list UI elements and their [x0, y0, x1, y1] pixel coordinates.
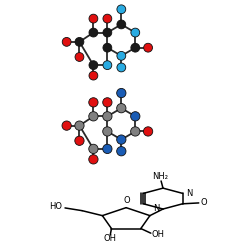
Circle shape: [131, 43, 140, 52]
Circle shape: [89, 14, 98, 23]
Text: OH: OH: [151, 230, 164, 239]
Circle shape: [144, 127, 153, 136]
Circle shape: [103, 127, 112, 136]
Text: O: O: [201, 198, 207, 207]
Circle shape: [131, 127, 140, 136]
Circle shape: [103, 43, 112, 52]
Circle shape: [75, 38, 84, 46]
Circle shape: [89, 98, 98, 107]
Circle shape: [89, 71, 98, 80]
Circle shape: [144, 43, 153, 52]
Circle shape: [117, 104, 126, 113]
Circle shape: [75, 52, 84, 62]
Text: O: O: [123, 196, 130, 205]
Text: N: N: [186, 189, 193, 198]
Circle shape: [117, 52, 126, 60]
Circle shape: [131, 28, 140, 37]
Circle shape: [89, 61, 98, 70]
Circle shape: [117, 63, 126, 72]
Circle shape: [75, 121, 84, 130]
Text: HO: HO: [50, 202, 62, 211]
Circle shape: [103, 61, 112, 70]
Circle shape: [103, 98, 112, 107]
Circle shape: [103, 14, 112, 23]
Circle shape: [117, 135, 126, 144]
Circle shape: [117, 146, 126, 156]
Circle shape: [117, 20, 126, 29]
Circle shape: [89, 144, 98, 154]
Circle shape: [75, 136, 84, 145]
Text: OH: OH: [104, 234, 117, 243]
Circle shape: [89, 155, 98, 164]
Circle shape: [62, 38, 71, 46]
Circle shape: [103, 28, 112, 37]
Circle shape: [89, 112, 98, 121]
Circle shape: [103, 144, 112, 154]
Circle shape: [131, 112, 140, 121]
Circle shape: [117, 5, 126, 14]
Circle shape: [89, 28, 98, 37]
Circle shape: [103, 112, 112, 121]
Circle shape: [117, 88, 126, 98]
Text: N: N: [153, 204, 159, 213]
Text: NH₂: NH₂: [152, 172, 168, 181]
Circle shape: [62, 121, 71, 130]
